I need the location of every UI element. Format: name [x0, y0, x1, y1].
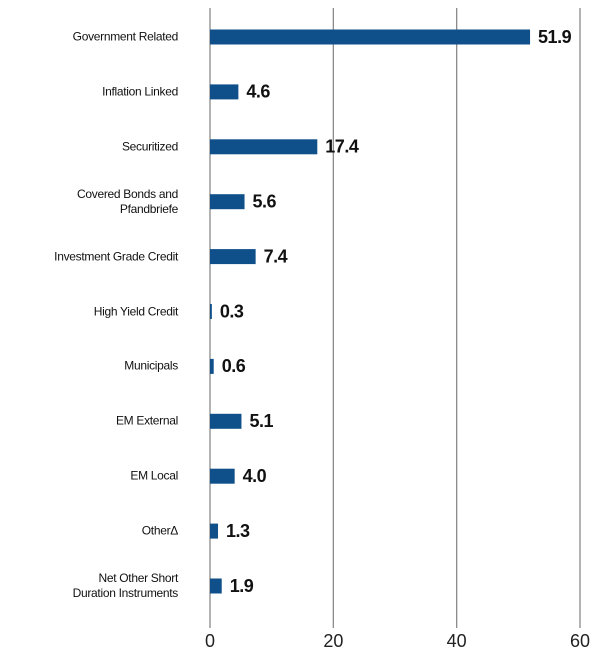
bar [210, 29, 531, 45]
value-label: 1.9 [230, 576, 254, 596]
value-label: 4.0 [243, 466, 267, 486]
bar [210, 304, 212, 319]
value-label: 5.1 [249, 411, 273, 431]
category-label: EM External [115, 413, 178, 428]
bar [210, 358, 214, 374]
category-label: Government Related [72, 29, 179, 44]
bar [210, 523, 219, 539]
bar [210, 84, 239, 100]
value-label: 1.3 [226, 521, 250, 541]
bar [210, 413, 242, 429]
bar [210, 139, 318, 155]
category-label: Covered Bonds and Pfandbriefe [77, 186, 178, 216]
category-label: Securitized [121, 139, 178, 154]
value-label: 4.6 [246, 82, 270, 102]
category-label: Net Other Short Duration Instruments [72, 571, 179, 600]
x-tick-label: 0 [205, 631, 215, 651]
value-label: 0.6 [222, 356, 246, 376]
category-label: Investment Grade Credit [54, 249, 178, 264]
x-tick-label: 60 [570, 631, 590, 651]
bar [210, 194, 245, 210]
value-label: 7.4 [264, 246, 288, 266]
value-label: 51.9 [538, 27, 572, 47]
x-tick-label: 20 [323, 631, 343, 651]
bar [210, 578, 222, 594]
category-label: Municipals [124, 358, 178, 373]
value-label: 17.4 [325, 137, 359, 157]
value-label: 0.3 [220, 301, 244, 321]
category-label: Inflation Linked [102, 84, 178, 99]
bar [210, 249, 256, 265]
value-label: 5.6 [253, 191, 277, 211]
x-tick-label: 40 [447, 631, 467, 651]
bar [210, 468, 235, 484]
category-label: OtherΔ [141, 523, 179, 538]
category-label: EM Local [130, 468, 178, 483]
category-label: High Yield Credit [93, 304, 179, 318]
